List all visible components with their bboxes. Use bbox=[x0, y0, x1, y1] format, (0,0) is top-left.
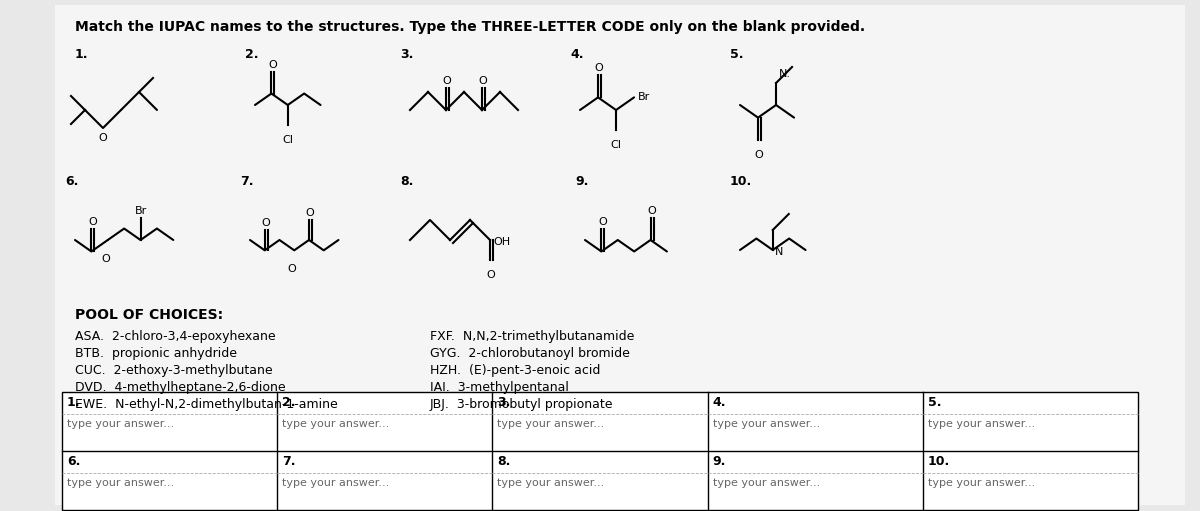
Text: POOL OF CHOICES:: POOL OF CHOICES: bbox=[74, 308, 223, 322]
Text: BTB.  propionic anhydride: BTB. propionic anhydride bbox=[74, 347, 238, 360]
Text: O: O bbox=[443, 76, 451, 86]
Text: 2.: 2. bbox=[282, 396, 295, 409]
Text: type your answer...: type your answer... bbox=[928, 478, 1036, 488]
Text: N.: N. bbox=[779, 69, 791, 79]
Text: type your answer...: type your answer... bbox=[928, 419, 1036, 429]
Text: 3.: 3. bbox=[498, 396, 511, 409]
Text: type your answer...: type your answer... bbox=[282, 419, 390, 429]
Text: 5.: 5. bbox=[928, 396, 941, 409]
Text: type your answer...: type your answer... bbox=[713, 419, 820, 429]
Text: O: O bbox=[262, 218, 270, 228]
Text: 9.: 9. bbox=[575, 175, 588, 188]
Text: type your answer...: type your answer... bbox=[67, 478, 174, 488]
Text: O: O bbox=[487, 270, 496, 280]
Text: 8.: 8. bbox=[498, 455, 511, 468]
Text: CUC.  2-ethoxy-3-methylbutane: CUC. 2-ethoxy-3-methylbutane bbox=[74, 364, 272, 377]
Text: O: O bbox=[755, 150, 763, 159]
Text: 6.: 6. bbox=[67, 455, 80, 468]
Text: HZH.  (E)-pent-3-enoic acid: HZH. (E)-pent-3-enoic acid bbox=[430, 364, 600, 377]
Text: 5.: 5. bbox=[730, 48, 744, 61]
Text: 4.: 4. bbox=[570, 48, 583, 61]
Text: 1.: 1. bbox=[67, 396, 80, 409]
Text: 10.: 10. bbox=[928, 455, 950, 468]
Text: type your answer...: type your answer... bbox=[498, 419, 605, 429]
Text: O: O bbox=[595, 63, 604, 74]
Text: 2.: 2. bbox=[245, 48, 258, 61]
Text: 3.: 3. bbox=[400, 48, 413, 61]
Text: O: O bbox=[268, 59, 277, 69]
Text: O: O bbox=[288, 264, 296, 274]
Text: 9.: 9. bbox=[713, 455, 726, 468]
Text: 7.: 7. bbox=[282, 455, 295, 468]
Text: EWE.  N-ethyl-N,2-dimethylbutan-1-amine: EWE. N-ethyl-N,2-dimethylbutan-1-amine bbox=[74, 398, 337, 411]
Text: ASA.  2-chloro-3,4-epoxyhexane: ASA. 2-chloro-3,4-epoxyhexane bbox=[74, 330, 276, 343]
Text: type your answer...: type your answer... bbox=[67, 419, 174, 429]
Text: type your answer...: type your answer... bbox=[282, 478, 390, 488]
Text: O: O bbox=[101, 254, 110, 264]
Text: 4.: 4. bbox=[713, 396, 726, 409]
Text: 6.: 6. bbox=[65, 175, 78, 188]
Text: 8.: 8. bbox=[400, 175, 413, 188]
Text: O: O bbox=[306, 208, 314, 218]
Text: O: O bbox=[98, 133, 107, 143]
Text: O: O bbox=[647, 206, 656, 216]
Text: O: O bbox=[598, 218, 607, 227]
Text: CI: CI bbox=[282, 135, 293, 145]
Text: O: O bbox=[479, 76, 487, 86]
Text: Br: Br bbox=[638, 92, 650, 102]
Text: DVD.  4-methylheptane-2,6-dione: DVD. 4-methylheptane-2,6-dione bbox=[74, 381, 286, 394]
Text: Br: Br bbox=[134, 206, 146, 216]
Text: JBJ.  3-bromobutyl propionate: JBJ. 3-bromobutyl propionate bbox=[430, 398, 613, 411]
FancyBboxPatch shape bbox=[55, 5, 1186, 505]
Text: type your answer...: type your answer... bbox=[498, 478, 605, 488]
Text: CI: CI bbox=[611, 140, 622, 150]
Text: FXF.  N,N,2-trimethylbutanamide: FXF. N,N,2-trimethylbutanamide bbox=[430, 330, 635, 343]
Text: Match the IUPAC names to the structures. Type the THREE-LETTER CODE only on the : Match the IUPAC names to the structures.… bbox=[74, 20, 865, 34]
Bar bbox=[62, 392, 1138, 510]
Text: O: O bbox=[88, 218, 97, 227]
Text: IAI.  3-methylpentanal: IAI. 3-methylpentanal bbox=[430, 381, 569, 394]
Text: OH: OH bbox=[493, 237, 510, 247]
Text: 1.: 1. bbox=[74, 48, 89, 61]
Text: 7.: 7. bbox=[240, 175, 253, 188]
Text: type your answer...: type your answer... bbox=[713, 478, 820, 488]
Text: GYG.  2-chlorobutanoyl bromide: GYG. 2-chlorobutanoyl bromide bbox=[430, 347, 630, 360]
Text: 10.: 10. bbox=[730, 175, 752, 188]
Text: N: N bbox=[775, 247, 784, 257]
